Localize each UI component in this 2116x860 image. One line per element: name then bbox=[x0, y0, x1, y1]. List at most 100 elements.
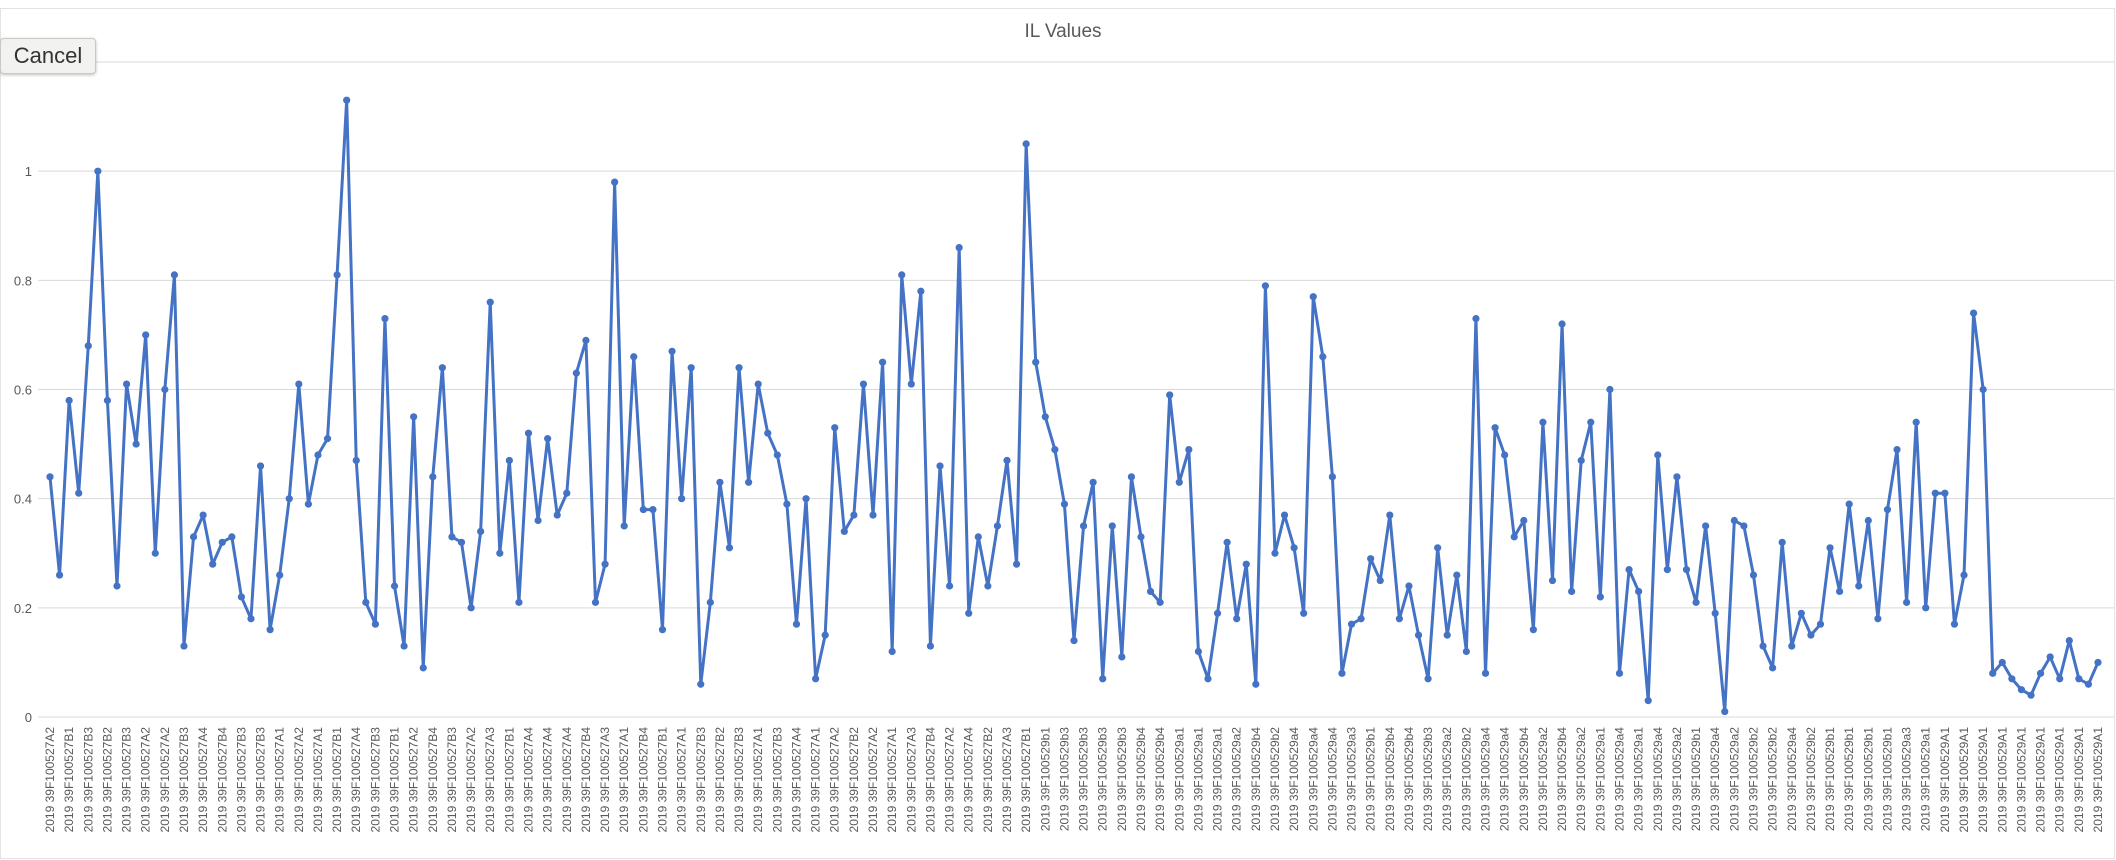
data-point bbox=[1989, 669, 1997, 677]
x-tick-label: 2019 39F100527A4 bbox=[789, 727, 803, 833]
x-tick-label: 2019 39F100529a2 bbox=[1727, 727, 1741, 831]
data-point bbox=[1587, 418, 1595, 426]
data-point bbox=[1213, 609, 1222, 617]
x-tick-label: 2019 39F100529b4 bbox=[1153, 727, 1167, 831]
data-point bbox=[611, 178, 619, 186]
x-tick-label: 2019 39F100529b2 bbox=[1804, 727, 1818, 831]
data-point bbox=[237, 593, 246, 601]
data-point bbox=[1414, 631, 1423, 639]
data-point bbox=[1146, 587, 1155, 596]
x-tick-label: 2019 39F100529a4 bbox=[1325, 727, 1339, 831]
x-tick-label: 2019 39F100529b3 bbox=[1077, 727, 1091, 831]
data-point bbox=[1300, 609, 1308, 617]
data-point bbox=[1941, 489, 1949, 497]
x-tick-label: 2019 39F100529a1 bbox=[1632, 727, 1646, 831]
data-point bbox=[1012, 560, 1021, 568]
x-tick-label: 2019 39F100527B4 bbox=[579, 727, 593, 833]
data-point bbox=[65, 396, 73, 405]
data-point bbox=[1032, 358, 1040, 366]
x-tick-label: 2019 39F100527A2 bbox=[292, 727, 306, 833]
data-point bbox=[1079, 522, 1088, 530]
x-tick-label: 2019 39F100529a3 bbox=[1900, 727, 1914, 831]
data-point bbox=[1529, 626, 1537, 634]
x-tick-label: 2019 39F100529a4 bbox=[1479, 727, 1493, 831]
data-point bbox=[1357, 615, 1365, 623]
data-point bbox=[926, 642, 935, 650]
x-tick-label: 2019 39F100529a1 bbox=[1191, 727, 1205, 831]
data-point bbox=[1893, 445, 1901, 454]
data-point bbox=[1434, 544, 1442, 552]
y-tick-label: 0 bbox=[25, 710, 32, 725]
x-tick-label: 2019 39F100527B2 bbox=[847, 727, 861, 833]
data-point bbox=[285, 495, 293, 503]
data-point bbox=[764, 429, 772, 437]
data-point bbox=[2017, 686, 2026, 694]
x-tick-label: 2019 39F100529b4 bbox=[1249, 727, 1263, 831]
data-point bbox=[678, 495, 686, 503]
data-point bbox=[1912, 418, 1920, 426]
x-tick-label: 2019 39F100527A1 bbox=[751, 727, 765, 833]
x-tick-label: 2019 39F100529a4 bbox=[1306, 727, 1320, 831]
data-point bbox=[333, 271, 341, 279]
data-point bbox=[1702, 522, 1710, 530]
data-point bbox=[754, 380, 762, 388]
x-tick-label: 2019 39F100529A1 bbox=[2091, 727, 2105, 833]
x-tick-label: 2019 39F100529b1 bbox=[1842, 727, 1856, 831]
data-point bbox=[821, 631, 829, 639]
x-tick-label: 2019 39F100527A2 bbox=[828, 727, 842, 833]
data-point bbox=[993, 522, 1002, 530]
data-point bbox=[1816, 620, 1825, 628]
data-point bbox=[1673, 473, 1681, 481]
data-point bbox=[1826, 544, 1834, 552]
x-tick-label: 2019 39F100527B3 bbox=[694, 727, 708, 833]
data-point bbox=[1166, 391, 1174, 399]
data-point bbox=[256, 462, 265, 470]
data-point bbox=[907, 380, 915, 388]
data-point bbox=[601, 560, 609, 568]
x-tick-label: 2019 39F100527A1 bbox=[675, 727, 689, 833]
x-tick-label: 2019 39F100529A1 bbox=[1957, 727, 1971, 833]
data-point bbox=[2036, 669, 2045, 677]
data-point bbox=[505, 456, 513, 465]
data-point bbox=[1175, 478, 1183, 486]
data-point bbox=[1481, 669, 1490, 677]
x-tick-label: 2019 39F100529b2 bbox=[1459, 727, 1473, 831]
x-tick-label: 2019 39F100529A1 bbox=[1976, 727, 1990, 833]
data-point bbox=[486, 298, 494, 306]
data-point bbox=[1998, 658, 2006, 667]
data-point bbox=[1577, 456, 1585, 465]
x-tick-label: 2019 39F100527A2 bbox=[464, 727, 478, 833]
x-tick-label: 2019 39F100529A1 bbox=[2014, 727, 2028, 833]
data-point bbox=[1539, 418, 1547, 426]
data-point bbox=[132, 440, 140, 448]
data-point bbox=[362, 598, 370, 606]
data-point bbox=[2084, 680, 2093, 688]
data-point bbox=[1127, 473, 1136, 481]
data-point bbox=[812, 675, 820, 683]
data-point bbox=[1443, 631, 1451, 639]
data-point bbox=[1950, 620, 1959, 628]
x-tick-label: 2019 39F100529a2 bbox=[1230, 727, 1244, 831]
x-tick-label: 2019 39F100529a4 bbox=[1498, 727, 1512, 831]
x-tick-label: 2019 39F100527A1 bbox=[311, 727, 325, 833]
data-point bbox=[352, 456, 360, 465]
data-point bbox=[1979, 385, 1987, 394]
x-tick-label: 2019 39F100529a1 bbox=[1211, 727, 1225, 831]
data-point bbox=[572, 369, 580, 377]
x-tick-label: 2019 39F100529b4 bbox=[1134, 727, 1148, 831]
x-tick-label: 2019 39F100527B3 bbox=[732, 727, 746, 833]
cancel-button[interactable]: Cancel bbox=[0, 38, 96, 74]
data-point bbox=[390, 582, 399, 590]
data-point bbox=[1472, 314, 1480, 323]
data-point bbox=[802, 495, 810, 503]
x-tick-label: 2019 39F100529a1 bbox=[1593, 727, 1607, 831]
x-tick-label: 2019 39F100529A1 bbox=[2053, 727, 2067, 833]
data-point bbox=[840, 527, 848, 536]
x-tick-label: 2019 39F100529b4 bbox=[1383, 727, 1397, 831]
data-point bbox=[725, 544, 734, 552]
data-point bbox=[429, 473, 437, 481]
data-point bbox=[1615, 669, 1624, 677]
data-point bbox=[1185, 445, 1193, 454]
data-point bbox=[170, 271, 179, 279]
